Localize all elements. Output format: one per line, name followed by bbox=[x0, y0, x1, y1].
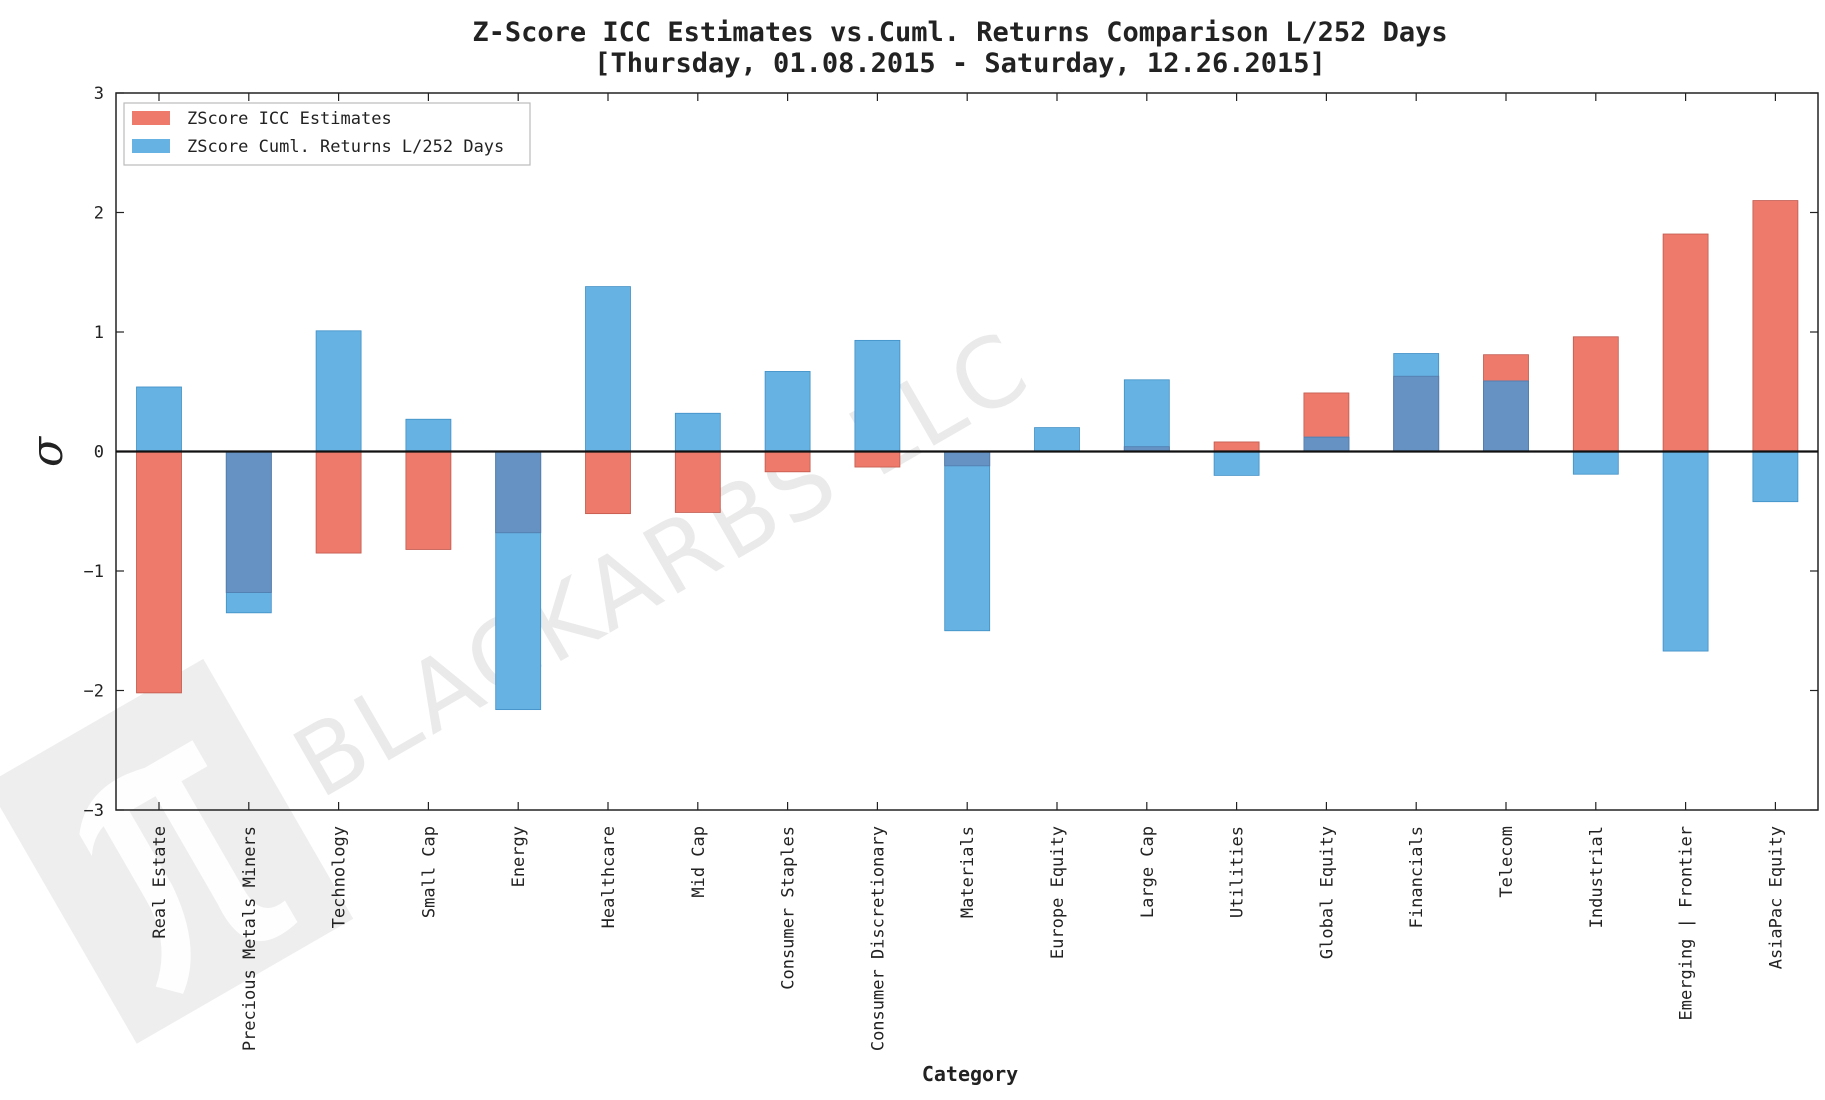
returns-bar-9 bbox=[944, 451, 991, 632]
x-tick-label: Precious Metals Miners bbox=[240, 826, 260, 1051]
overlap-bar-4 bbox=[495, 451, 542, 534]
watermark-text: BLACKARBS LLC bbox=[276, 309, 1049, 820]
icc-bar-5 bbox=[585, 451, 631, 515]
overlap-bar-15 bbox=[1483, 380, 1529, 452]
overlap-bar-9 bbox=[944, 451, 991, 467]
x-tick-label: Global Equity bbox=[1317, 826, 1337, 959]
y-axis-label: σ bbox=[22, 435, 73, 467]
returns-bar-6 bbox=[674, 412, 721, 452]
icc-bar-0 bbox=[136, 451, 182, 694]
icc-bar-7 bbox=[764, 451, 811, 473]
x-tick-label: Financials bbox=[1407, 826, 1427, 928]
x-tick-label: Telecom bbox=[1497, 826, 1517, 898]
returns-bar-12 bbox=[1213, 451, 1260, 476]
returns-bar-0 bbox=[136, 386, 182, 452]
overlap-bar-1 bbox=[225, 451, 272, 593]
returns-bar-17 bbox=[1662, 451, 1709, 652]
returns-bar-2 bbox=[315, 330, 362, 452]
y-tick-label: 0 bbox=[94, 443, 104, 463]
returns-bar-16 bbox=[1572, 451, 1619, 475]
returns-bar-5 bbox=[585, 286, 631, 452]
icc-bar-3 bbox=[405, 451, 452, 550]
returns-bar-18 bbox=[1752, 451, 1799, 503]
legend: ZScore ICC Estimates ZScore Cuml. Return… bbox=[123, 102, 531, 166]
x-axis: Real Estate Precious Metals Miners Technol… bbox=[150, 93, 1786, 1051]
returns-bar-3 bbox=[405, 418, 452, 452]
x-tick-label: AsiaPac Equity bbox=[1766, 826, 1786, 969]
overlap-bar-13 bbox=[1303, 436, 1350, 452]
x-tick-label: Small Cap bbox=[419, 826, 439, 918]
y-tick-label: −2 bbox=[84, 682, 104, 702]
legend-label-returns: ZScore Cuml. Returns L/252 Days bbox=[187, 137, 504, 157]
bars-layer bbox=[136, 200, 1799, 711]
x-tick-label: Consumer Staples bbox=[779, 826, 799, 990]
icc-bar-18 bbox=[1752, 200, 1799, 452]
x-tick-label: Mid Cap bbox=[689, 826, 709, 898]
y-tick-label: 3 bbox=[94, 84, 104, 104]
x-axis-label: Category bbox=[922, 1062, 1018, 1086]
returns-bar-8 bbox=[854, 339, 901, 452]
pi-logo-icon bbox=[0, 658, 354, 1044]
y-tick-label: 2 bbox=[94, 204, 104, 224]
icc-bar-2 bbox=[315, 451, 362, 554]
legend-label-icc: ZScore ICC Estimates bbox=[187, 109, 392, 129]
y-tick-label: −3 bbox=[84, 801, 104, 821]
chart-subtitle: [Thursday, 01.08.2015 - Saturday, 12.26.… bbox=[594, 48, 1326, 79]
x-tick-label: Healthcare bbox=[599, 826, 619, 928]
icc-bar-16 bbox=[1572, 336, 1619, 452]
x-tick-label: Utilities bbox=[1228, 826, 1248, 918]
icc-bar-8 bbox=[854, 451, 901, 468]
icc-bar-6 bbox=[674, 451, 721, 513]
returns-bar-7 bbox=[764, 371, 811, 452]
chart-title: Z-Score ICC Estimates vs.Cuml. Returns C… bbox=[472, 17, 1447, 48]
overlap-bar-14 bbox=[1393, 375, 1440, 452]
x-tick-label: Energy bbox=[509, 826, 529, 887]
y-tick-label: 1 bbox=[94, 323, 104, 343]
x-tick-label: Large Cap bbox=[1138, 826, 1158, 918]
icc-bar-17 bbox=[1662, 233, 1709, 452]
x-tick-label: Consumer Discretionary bbox=[868, 826, 888, 1051]
returns-bar-10 bbox=[1034, 427, 1080, 452]
x-tick-label: Real Estate bbox=[150, 826, 170, 939]
x-tick-label: Materials bbox=[958, 826, 978, 918]
legend-box bbox=[123, 102, 531, 166]
x-tick-label: Industrial bbox=[1587, 826, 1607, 928]
legend-swatch-icc bbox=[132, 111, 170, 125]
y-tick-label: −1 bbox=[84, 562, 104, 582]
legend-swatch-returns bbox=[132, 139, 170, 153]
x-tick-label: Emerging | Frontier bbox=[1677, 826, 1697, 1020]
x-tick-label: Europe Equity bbox=[1048, 826, 1068, 959]
returns-bar-11 bbox=[1123, 379, 1170, 452]
icc-bar-12 bbox=[1213, 441, 1260, 452]
x-tick-label: Technology bbox=[330, 826, 350, 928]
